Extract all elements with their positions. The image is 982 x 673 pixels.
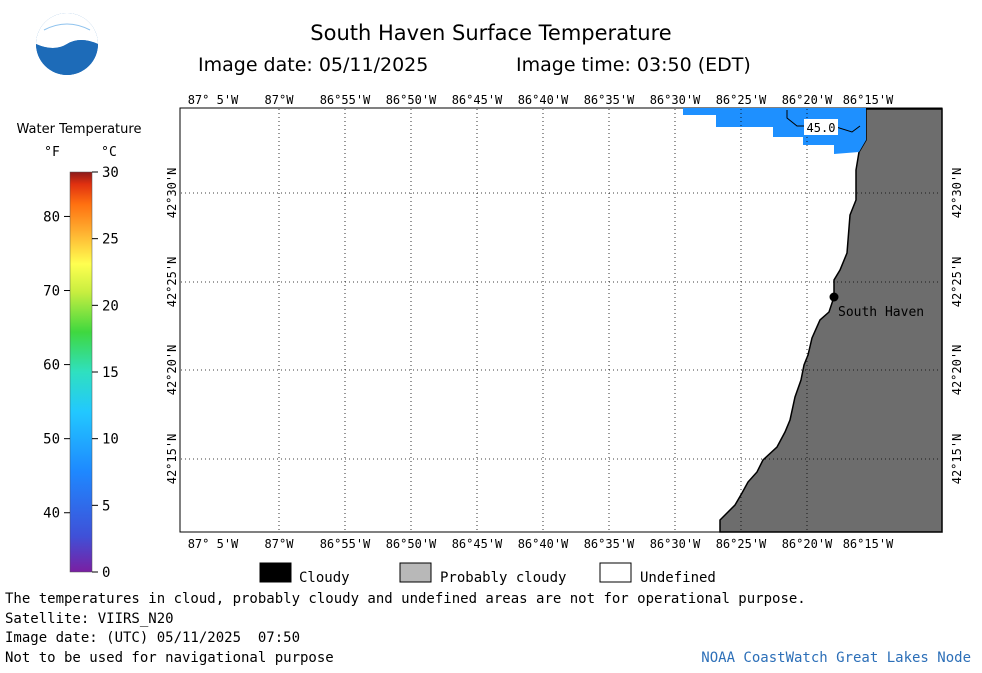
lon-label-bottom: 87° 5'W <box>188 537 239 551</box>
colorbar-c-tick: 10 <box>102 432 119 448</box>
lon-label-bottom: 86°40'W <box>518 537 569 551</box>
colorbar-c-tick: 0 <box>102 565 110 581</box>
legend-label-probably-cloudy: Probably cloudy <box>440 570 566 586</box>
colorbar-f-tick: 50 <box>43 432 60 448</box>
lon-label-top: 87°W <box>265 93 295 107</box>
lon-label-top: 86°50'W <box>386 93 437 107</box>
utc-date-text: Image date: (UTC) 05/11/2025 07:50 <box>5 630 300 646</box>
colorbar-c-tick: 15 <box>102 365 119 381</box>
lat-label-right: 42°25'N <box>950 257 964 308</box>
colorbar-c-tick: 5 <box>102 498 110 514</box>
lat-label-left: 42°20'N <box>165 345 179 396</box>
city-label: South Haven <box>838 305 924 320</box>
legend-label-undefined: Undefined <box>640 570 716 586</box>
colorbar-title: Water Temperature <box>17 122 142 137</box>
legend-label-cloudy: Cloudy <box>299 570 350 586</box>
lon-label-top: 86°40'W <box>518 93 569 107</box>
lon-label-top: 86°45'W <box>452 93 503 107</box>
lat-label-right: 42°20'N <box>950 345 964 396</box>
lon-label-top: 86°15'W <box>843 93 894 107</box>
colorbar-c-tick: 30 <box>102 165 119 181</box>
lon-label-top: 87° 5'W <box>188 93 239 107</box>
colorbar-gradient <box>69 171 93 573</box>
lon-label-top: 86°35'W <box>584 93 635 107</box>
cloud-legend: Cloudy Probably cloudy Undefined <box>259 562 716 586</box>
legend-swatch-undefined <box>599 562 632 583</box>
image-time: Image time: 03:50 (EDT) <box>516 54 751 76</box>
land-area <box>719 108 943 533</box>
lat-label-right: 42°30'N <box>950 168 964 219</box>
colorbar-c-tick: 25 <box>102 232 119 248</box>
noaa-logo-text: NOAA <box>54 27 81 37</box>
lat-label-left: 42°25'N <box>165 257 179 308</box>
contour-label-box <box>804 119 838 135</box>
lon-label-top: 86°20'W <box>782 93 833 107</box>
lon-label-bottom: 86°55'W <box>320 537 371 551</box>
colorbar-f-tick: 70 <box>43 284 60 300</box>
lon-label-bottom: 86°15'W <box>843 537 894 551</box>
colorbar: Water Temperature °F °C 3025201510508070… <box>17 122 142 581</box>
credit-text: NOAA CoastWatch Great Lakes Node <box>701 650 971 666</box>
colorbar-f-tick: 80 <box>43 209 60 225</box>
lon-label-bottom: 86°25'W <box>716 537 767 551</box>
lon-label-bottom: 86°30'W <box>650 537 701 551</box>
lon-label-top: 86°30'W <box>650 93 701 107</box>
lon-label-bottom: 86°35'W <box>584 537 635 551</box>
lon-label-bottom: 86°45'W <box>452 537 503 551</box>
lat-label-left: 42°30'N <box>165 168 179 219</box>
lat-label-left: 42°15'N <box>165 434 179 485</box>
lon-label-bottom: 87°W <box>265 537 295 551</box>
colorbar-unit-c: °C <box>101 145 117 160</box>
contour-label: 45.0 <box>807 121 836 135</box>
colorbar-f-tick: 40 <box>43 506 60 522</box>
satellite-text: Satellite: VIIRS_N20 <box>5 611 174 627</box>
map-area: 45.0 South Haven 87° 5'W 87°W 86°55'W 86°50… <box>165 93 964 551</box>
lat-label-right: 42°15'N <box>950 434 964 485</box>
colorbar-f-tick: 60 <box>43 358 60 374</box>
legend-swatch-probably-cloudy <box>399 562 432 583</box>
disclaimer-text: The temperatures in cloud, probably clou… <box>5 591 806 607</box>
nav-warning-text: Not to be used for navigational purpose <box>5 650 334 666</box>
lon-label-top: 86°55'W <box>320 93 371 107</box>
page-title: South Haven Surface Temperature <box>310 21 671 45</box>
colorbar-c-tick: 20 <box>102 298 119 314</box>
lon-label-bottom: 86°20'W <box>782 537 833 551</box>
legend-swatch-cloudy <box>259 562 292 583</box>
lon-label-top: 86°25'W <box>716 93 767 107</box>
image-date: Image date: 05/11/2025 <box>198 54 428 76</box>
city-marker <box>829 292 839 302</box>
noaa-logo: NOAA <box>36 13 98 75</box>
colorbar-unit-f: °F <box>44 145 60 160</box>
lon-label-bottom: 86°50'W <box>386 537 437 551</box>
